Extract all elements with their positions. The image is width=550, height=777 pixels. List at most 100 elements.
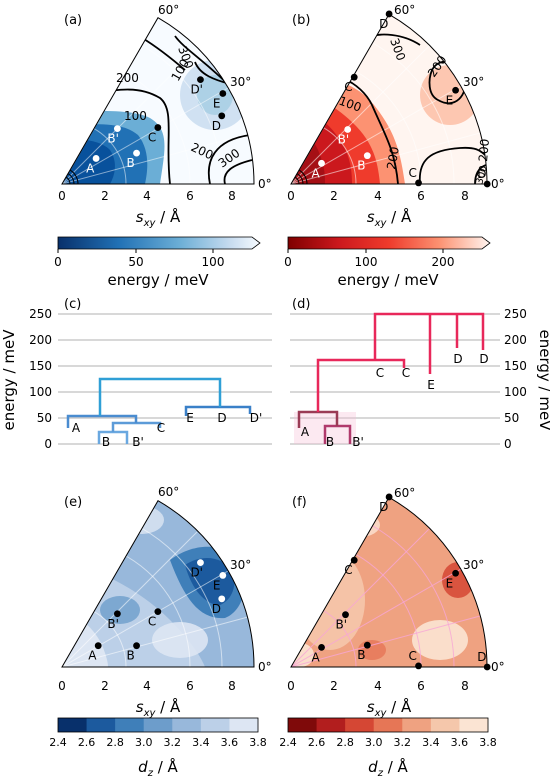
- data-point-label: A: [312, 166, 321, 180]
- data-point: [318, 159, 325, 167]
- dendro-leaf: D': [250, 411, 263, 425]
- data-point: [452, 569, 459, 577]
- x-tick: 8: [228, 189, 236, 203]
- colorbar-energy-blue: 0 50 100 energy / meV: [54, 236, 261, 289]
- x-tick: 2: [101, 189, 109, 203]
- x-axis-label: sxy / Å: [367, 697, 412, 719]
- colorbar-segment: [86, 718, 116, 732]
- dendro-leaf: B': [132, 435, 144, 449]
- colorbar-tick: 2.8: [106, 736, 124, 749]
- data-point-label: C: [344, 80, 352, 94]
- dendro-leaf: D: [479, 352, 488, 366]
- colorbar-frame: [287, 717, 489, 733]
- data-point: [113, 125, 121, 133]
- data-point-label: B: [127, 156, 135, 170]
- panel-b: (b): [287, 3, 504, 229]
- y-tick: 100: [29, 385, 52, 399]
- data-point: [197, 559, 204, 567]
- data-point: [94, 642, 102, 650]
- colorbar-tick: 2.4: [279, 736, 297, 749]
- colorbar-dz-red: 2.4 2.6 2.8 3.0 3.2 3.4 3.6 3.8 dz / Å: [279, 717, 497, 777]
- colorbar-dz-blue: 2.4 2.6 2.8 3.0 3.2 3.4 3.6 3.8 dz / Å: [49, 717, 267, 777]
- dendro-leaf: A: [72, 421, 81, 435]
- x-tick: 8: [228, 679, 236, 693]
- data-point-label: B': [338, 133, 350, 147]
- panel-label-b: (b): [292, 13, 310, 28]
- dendro-leaf: D: [217, 411, 226, 425]
- x-tick: 4: [374, 679, 382, 693]
- data-point: [363, 641, 371, 649]
- data-point: [483, 663, 491, 671]
- data-point: [92, 155, 100, 162]
- y-tick: 200: [29, 333, 52, 347]
- contour-label: 200: [476, 138, 492, 162]
- data-point-label: B: [127, 649, 135, 663]
- colorbar-segment: [430, 718, 460, 732]
- colorbar-label: energy / meV: [108, 271, 210, 289]
- data-point: [342, 611, 349, 619]
- colorbar-tick: 100: [202, 255, 225, 269]
- colorbar-tick: 200: [432, 255, 455, 269]
- data-point: [133, 149, 140, 157]
- angle-tick: 60°: [158, 3, 179, 17]
- x-axis-a: 0 2 4 6 8 sxy / Å: [58, 183, 254, 229]
- y-axis-label: energy / meV: [536, 330, 550, 432]
- colorbar-tick: 3.0: [135, 736, 153, 749]
- colorbar-tick: 3.4: [192, 736, 210, 749]
- colorbar-tick: 2.6: [308, 736, 326, 749]
- dendro-link: [66, 414, 138, 428]
- colorbar-tick: 0: [54, 255, 62, 269]
- colorbar-tick: 2.8: [336, 736, 354, 749]
- colorbar-tick: 3.4: [422, 736, 440, 749]
- data-point: [318, 643, 325, 651]
- x-tick: 6: [186, 189, 194, 203]
- panel-e: (e) 0 2 4: [58, 485, 271, 719]
- dendro-leaf: D: [453, 352, 462, 366]
- data-point: [154, 124, 162, 131]
- dendro-leaf: C: [402, 366, 410, 380]
- angle-tick: 30°: [230, 558, 251, 572]
- data-point-label: B': [107, 617, 119, 631]
- colorbar-label: dz / Å: [138, 757, 178, 777]
- data-point-label: C: [409, 649, 417, 663]
- data-point: [363, 152, 371, 160]
- panel-label-d: (d): [292, 297, 310, 312]
- data-point: [385, 493, 393, 501]
- data-point-label: E: [213, 96, 221, 110]
- panel-d: (d) 250 200 150 100 50 0 energy / meV: [290, 297, 550, 451]
- data-point-label: D: [379, 17, 388, 31]
- x-tick: 0: [58, 679, 66, 693]
- data-point-label: E: [446, 93, 454, 107]
- dendro-leaf: E: [427, 378, 435, 392]
- data-point-label: E: [446, 576, 454, 590]
- angle-tick: 60°: [158, 485, 179, 499]
- dendro-leaf: C: [376, 366, 384, 380]
- colorbar-tick: 0: [284, 255, 292, 269]
- colorbar-segment: [172, 718, 202, 732]
- x-tick: 0: [287, 679, 295, 693]
- x-axis-label: sxy / Å: [136, 697, 181, 719]
- data-point: [218, 112, 226, 120]
- data-point-label: B: [357, 159, 365, 173]
- dendro-leaf: B: [102, 435, 110, 449]
- colorbar-segment: [115, 718, 145, 732]
- colorbar-segment: [316, 718, 346, 732]
- data-point: [218, 595, 226, 603]
- data-point-label: D': [190, 566, 203, 580]
- colorbar-tick: 3.2: [394, 736, 412, 749]
- x-tick: 4: [374, 189, 382, 203]
- colorbar-segment: [402, 718, 432, 732]
- colorbar-segment: [58, 718, 88, 732]
- y-tick: 50: [37, 411, 52, 425]
- data-point-label: D: [379, 500, 388, 514]
- x-tick: 2: [330, 679, 338, 693]
- x-axis-b: 0 2 4 6 8 sxy / Å: [287, 183, 487, 229]
- y-tick: 250: [29, 307, 52, 321]
- y-tick: 0: [504, 437, 512, 451]
- colorbar-tick: 3.8: [249, 736, 267, 749]
- colorbar-segment: [345, 718, 375, 732]
- colorbar-tick: 3.0: [365, 736, 383, 749]
- data-point: [219, 90, 227, 97]
- dendro-leaf: A: [301, 425, 310, 439]
